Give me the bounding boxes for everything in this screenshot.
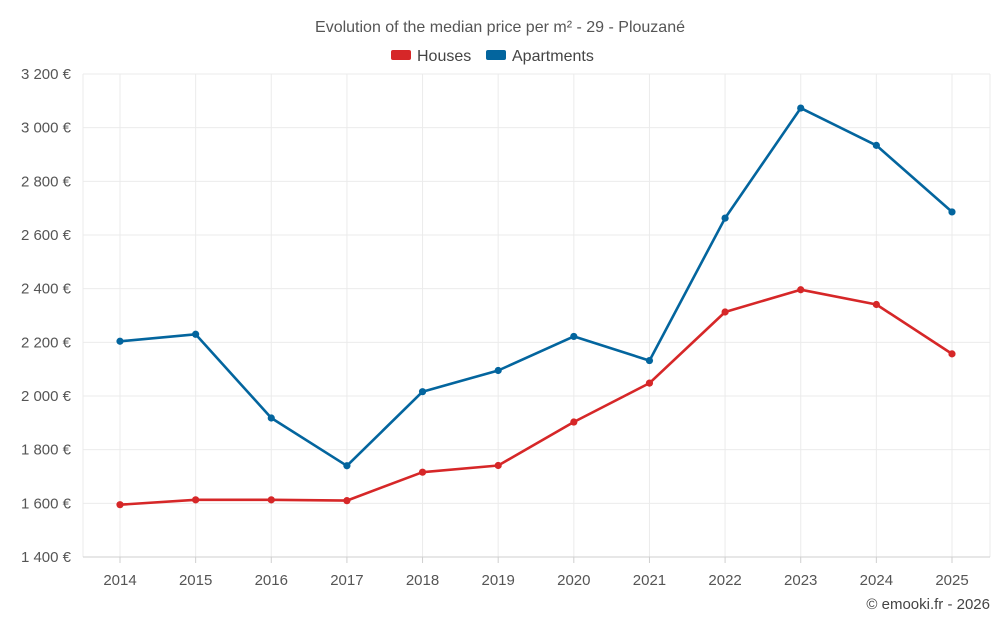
- y-axis-ticks: 1 400 € 1 600 € 1 800 € 2 000 € 2 200 € 2 400…: [21, 66, 72, 566]
- series-houses: [116, 286, 956, 509]
- data-point-apartments[interactable]: [570, 332, 578, 341]
- x-tick-label: 2022: [708, 572, 741, 589]
- series-line-houses: [118, 288, 954, 507]
- y-tick-label: 1 400 €: [21, 549, 72, 566]
- x-tick-label: 2014: [103, 572, 136, 589]
- chart-title: Evolution of the median price per m² - 2…: [315, 19, 685, 36]
- x-tick-label: 2016: [255, 572, 288, 589]
- data-point-houses[interactable]: [872, 300, 880, 309]
- data-point-houses[interactable]: [645, 379, 654, 387]
- data-point-apartments[interactable]: [721, 214, 729, 222]
- legend: Houses Apartments: [391, 48, 594, 65]
- legend-swatch-apartments[interactable]: [486, 50, 506, 60]
- data-point-apartments[interactable]: [116, 337, 124, 345]
- data-point-houses[interactable]: [343, 497, 351, 505]
- data-point-houses[interactable]: [418, 468, 427, 476]
- data-point-houses[interactable]: [494, 461, 502, 470]
- data-point-houses[interactable]: [116, 501, 124, 509]
- legend-label-apartments[interactable]: Apartments: [512, 48, 594, 65]
- y-tick-label: 2 600 €: [21, 227, 72, 244]
- data-point-houses[interactable]: [797, 286, 805, 294]
- data-point-apartments[interactable]: [797, 104, 805, 112]
- y-tick-label: 2 800 €: [21, 173, 72, 190]
- data-point-houses[interactable]: [267, 496, 275, 504]
- data-point-houses[interactable]: [570, 418, 578, 426]
- gridlines: [82, 73, 991, 558]
- y-tick-label: 2 200 €: [21, 334, 72, 351]
- y-tick-label: 2 000 €: [21, 388, 72, 405]
- x-tick-label: 2015: [179, 572, 212, 589]
- data-point-apartments[interactable]: [948, 208, 956, 216]
- legend-swatch-houses[interactable]: [391, 50, 411, 60]
- legend-label-houses[interactable]: Houses: [417, 48, 471, 65]
- y-tick-label: 1 800 €: [21, 442, 72, 459]
- x-tick-label: 2021: [633, 572, 666, 589]
- data-point-houses[interactable]: [721, 308, 729, 316]
- series-line-apartments: [118, 106, 954, 468]
- y-tick-label: 2 400 €: [21, 281, 72, 298]
- data-point-houses[interactable]: [948, 350, 956, 358]
- x-tick-label: 2023: [784, 572, 817, 589]
- y-tick-label: 1 600 €: [21, 495, 72, 512]
- x-tick-label: 2025: [935, 572, 968, 589]
- x-tick-label: 2019: [481, 572, 514, 589]
- data-point-apartments[interactable]: [192, 330, 200, 338]
- x-tick-label: 2017: [330, 572, 363, 589]
- data-point-houses[interactable]: [192, 496, 200, 504]
- y-tick-label: 3 000 €: [21, 120, 72, 137]
- data-point-apartments[interactable]: [418, 388, 427, 396]
- series-layer: [116, 104, 956, 509]
- data-point-apartments[interactable]: [645, 356, 654, 365]
- credit-text: © emooki.fr - 2026: [866, 596, 990, 613]
- series-apartments: [116, 104, 956, 470]
- x-tick-label: 2018: [406, 572, 439, 589]
- y-tick-label: 3 200 €: [21, 66, 72, 83]
- data-point-apartments[interactable]: [343, 462, 351, 470]
- x-axis-ticks: 2014 2015 2016 2017 2018 2019 2020 2021 2022 2023…: [103, 557, 969, 589]
- data-point-apartments[interactable]: [267, 414, 275, 422]
- x-tick-label: 2020: [557, 572, 590, 589]
- data-point-apartments[interactable]: [872, 141, 880, 149]
- x-tick-label: 2024: [860, 572, 893, 589]
- data-point-apartments[interactable]: [494, 366, 502, 375]
